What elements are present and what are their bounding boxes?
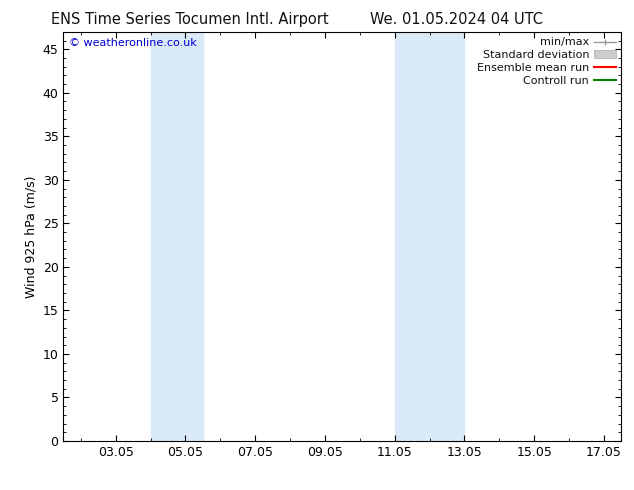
Text: ENS Time Series Tocumen Intl. Airport: ENS Time Series Tocumen Intl. Airport	[51, 12, 329, 27]
Text: We. 01.05.2024 04 UTC: We. 01.05.2024 04 UTC	[370, 12, 543, 27]
Y-axis label: Wind 925 hPa (m/s): Wind 925 hPa (m/s)	[24, 175, 37, 297]
Bar	[394, 32, 464, 441]
Bar	[150, 32, 203, 441]
Text: © weatheronline.co.uk: © weatheronline.co.uk	[69, 38, 197, 48]
Legend: min/max, Standard deviation, Ensemble mean run, Controll run: min/max, Standard deviation, Ensemble me…	[475, 35, 618, 88]
